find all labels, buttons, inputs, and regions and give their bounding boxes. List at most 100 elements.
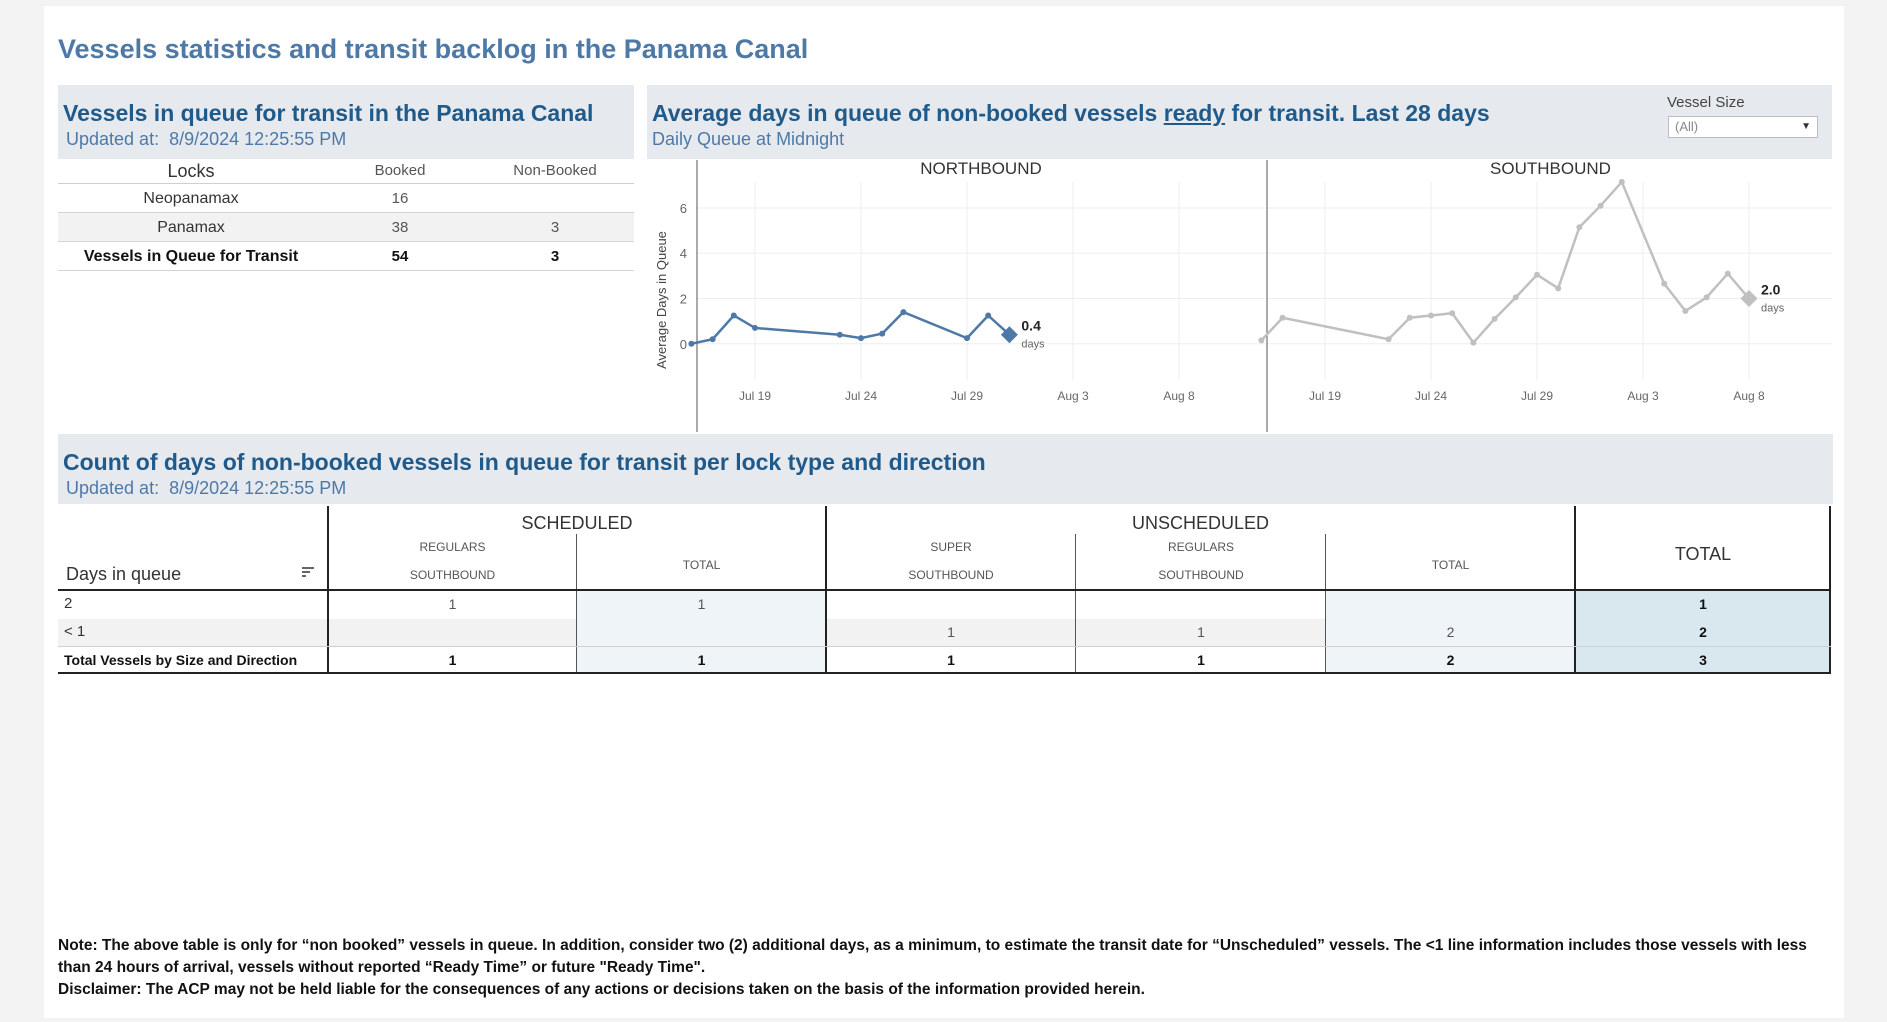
data-point — [752, 324, 758, 331]
x-tick-label: Jul 24 — [1415, 389, 1447, 403]
chevron-down-icon: ▼ — [1801, 121, 1811, 132]
header-locks: Locks — [167, 161, 215, 181]
data-point — [1385, 336, 1392, 343]
x-tick-label: Jul 29 — [951, 389, 983, 403]
last-value-unit: days — [1761, 303, 1785, 315]
booked-count: 16 — [391, 190, 409, 207]
x-tick-label: Aug 3 — [1627, 389, 1659, 403]
data-point — [1406, 314, 1413, 321]
disclaimer-text: Disclaimer: The ACP may not be held liab… — [58, 981, 1145, 998]
table-row: Neopanamax 16 — [58, 184, 634, 213]
x-tick-label: Aug 8 — [1733, 389, 1765, 403]
count-cell: 1 — [448, 652, 457, 668]
col-unscheduled-regulars: REGULARS — [1167, 540, 1235, 554]
count-cell — [1076, 591, 1326, 617]
data-point — [964, 335, 970, 342]
data-point — [985, 312, 992, 319]
vessel-size-dropdown[interactable]: (All) ▼ — [1668, 116, 1818, 138]
queue-panel-title: Vessels in queue for transit in the Pana… — [63, 100, 594, 126]
queue-table: Locks Booked Non-Booked Neopanamax 16 Pa… — [58, 158, 634, 271]
grand-total-shade — [1575, 590, 1831, 674]
dashboard: Vessels statistics and transit backlog i… — [44, 6, 1844, 1018]
ready-link[interactable]: ready — [1163, 100, 1226, 126]
data-point — [730, 312, 737, 319]
series-line — [691, 310, 1011, 346]
y-tick-label: 6 — [680, 201, 687, 216]
row-header-days: Days in queue — [66, 564, 182, 584]
grid-line — [1075, 534, 1076, 674]
days-in-queue-chart: Average Days in Queue NORTHBOUND Jul 19 Jul… — [654, 160, 1832, 432]
count-cell: 3 — [1699, 652, 1707, 668]
header-booked: Booked — [374, 162, 426, 179]
vessel-size-label: Vessel Size — [1667, 94, 1745, 111]
days-panel-title: Average days in queue of non-booked vess… — [652, 100, 1490, 127]
group-scheduled: SCHEDULED — [521, 513, 633, 533]
group-total: TOTAL — [1674, 544, 1732, 564]
data-point — [1491, 315, 1498, 322]
data-point — [709, 336, 716, 343]
count-cell: 1 — [448, 596, 457, 612]
col-unscheduled-super: SUPER — [930, 540, 972, 554]
row-alt-shade — [58, 619, 577, 646]
data-point — [858, 335, 864, 342]
data-point — [1555, 285, 1562, 292]
queue-table-header: Locks Booked Non-Booked — [58, 158, 634, 184]
queue-updated-value: 8/9/2024 12:25:55 PM — [169, 129, 347, 149]
table-row: Panamax 38 3 — [58, 213, 634, 242]
count-cell: 1 — [697, 596, 706, 612]
page-title: Vessels statistics and transit backlog i… — [58, 34, 809, 64]
count-cell — [577, 619, 826, 645]
x-tick-label: Jul 24 — [845, 389, 877, 403]
col-unscheduled-total: TOTAL — [1431, 558, 1470, 572]
x-tick-label: Jul 19 — [1309, 389, 1341, 403]
chart-title: NORTHBOUND — [920, 160, 1042, 178]
lock-name: Panamax — [157, 219, 225, 236]
count-cell — [826, 591, 1076, 617]
lock-name: Neopanamax — [143, 190, 239, 207]
x-tick-label: Aug 8 — [1163, 389, 1195, 403]
data-point — [1597, 202, 1604, 209]
last-value-label: 2.0 — [1761, 282, 1781, 298]
data-point — [1724, 270, 1731, 277]
queue-panel-header: Vessels in queue for transit in the Pana… — [58, 85, 634, 159]
lock-name: Vessels in Queue for Transit — [83, 248, 299, 265]
data-point — [1449, 310, 1456, 317]
footnote: Note: The above table is only for “non b… — [58, 935, 1833, 1001]
group-unscheduled: UNSCHEDULED — [1131, 513, 1270, 533]
data-point — [1512, 294, 1519, 301]
unscheduled-total-shade — [1326, 590, 1575, 674]
y-tick-label: 4 — [680, 246, 687, 261]
count-cell: 2 — [1446, 652, 1455, 668]
last-point-marker — [1000, 326, 1018, 344]
data-point — [900, 309, 907, 316]
row-label: 2 — [64, 595, 73, 612]
col-unscheduled-super-dir: SOUTHBOUND — [908, 568, 994, 582]
x-tick-label: Jul 29 — [1521, 389, 1553, 403]
row-label: Total Vessels by Size and Direction — [64, 652, 298, 668]
count-updated-value: 8/9/2024 12:25:55 PM — [169, 478, 347, 498]
count-updated: Updated at: 8/9/2024 12:25:55 PM — [66, 478, 346, 499]
count-cell: 1 — [947, 624, 955, 640]
count-cell: 1 — [1197, 652, 1205, 668]
data-point — [688, 340, 695, 347]
count-cell: 1 — [1699, 596, 1707, 612]
count-panel-header: Count of days of non-booked vessels in q… — [58, 434, 1833, 504]
row-label: < 1 — [64, 623, 86, 640]
last-value-unit: days — [1021, 339, 1045, 351]
last-value-label: 0.4 — [1021, 318, 1041, 334]
data-point — [879, 330, 886, 337]
y-tick-label: 2 — [680, 292, 687, 307]
count-cell: 2 — [1699, 624, 1707, 640]
count-cell: 1 — [947, 652, 955, 668]
grid-line — [58, 646, 1831, 647]
days-panel-subtitle: Daily Queue at Midnight — [652, 129, 845, 149]
data-point — [1682, 307, 1689, 314]
chart-title: SOUTHBOUND — [1490, 160, 1611, 178]
sort-icon[interactable] — [300, 564, 316, 580]
data-point — [1279, 314, 1286, 321]
data-point — [1703, 294, 1710, 301]
vessel-size-value: (All) — [1675, 119, 1699, 134]
data-point — [1661, 280, 1668, 287]
table-row-total: Vessels in Queue for Transit 54 3 — [58, 242, 634, 271]
col-scheduled-total: TOTAL — [682, 558, 721, 572]
